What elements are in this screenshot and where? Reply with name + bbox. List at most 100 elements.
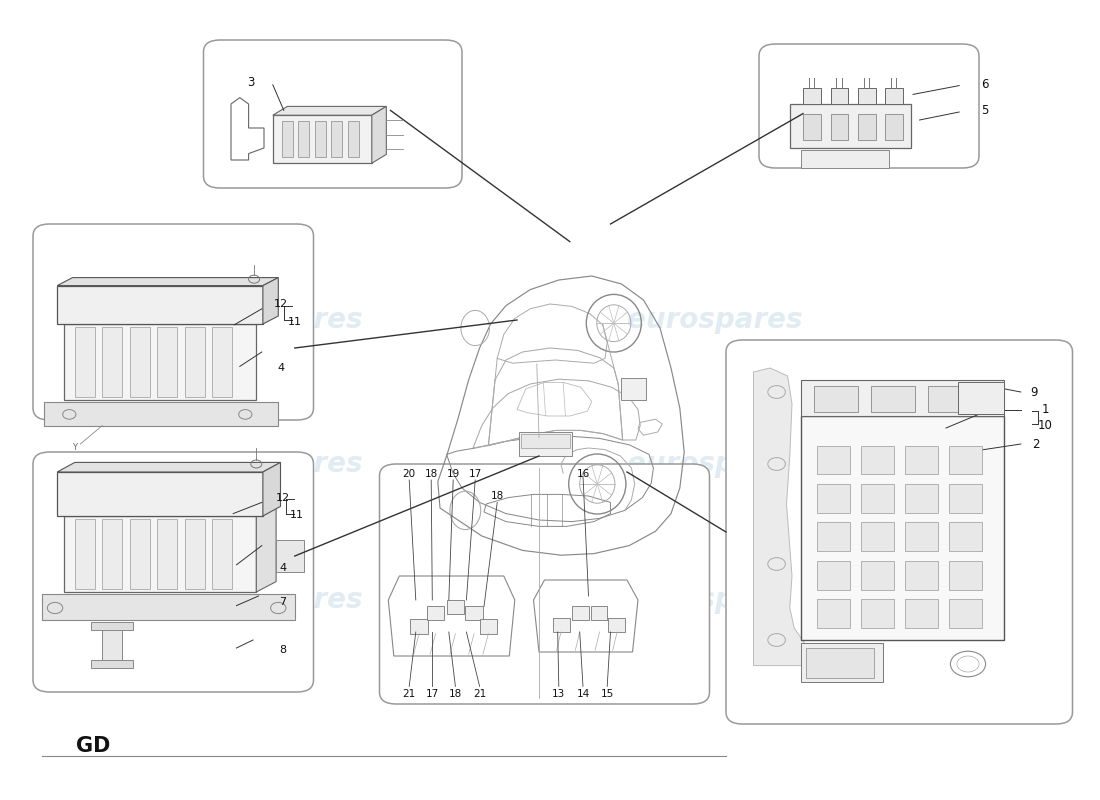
Polygon shape	[57, 278, 278, 286]
Bar	[185, 519, 205, 589]
Bar	[858, 114, 876, 140]
Bar	[102, 327, 122, 397]
Bar	[553, 618, 570, 632]
Bar	[91, 660, 133, 668]
Text: 17: 17	[469, 469, 482, 478]
Text: 3: 3	[248, 76, 254, 89]
Text: GD: GD	[76, 736, 111, 755]
Text: 10: 10	[1037, 419, 1053, 432]
Text: eurospares: eurospares	[187, 586, 363, 614]
Text: 2: 2	[1033, 438, 1039, 450]
Polygon shape	[256, 506, 276, 592]
Bar	[803, 114, 821, 140]
Text: 5: 5	[981, 104, 988, 117]
FancyBboxPatch shape	[759, 44, 979, 168]
Bar	[157, 327, 177, 397]
Bar	[447, 600, 464, 614]
Text: 9: 9	[1031, 386, 1037, 398]
Bar	[790, 104, 911, 148]
Bar	[803, 88, 821, 104]
Text: 16: 16	[576, 469, 590, 478]
Bar	[801, 643, 883, 682]
Bar	[75, 519, 95, 589]
Bar	[480, 619, 497, 634]
Bar	[64, 324, 256, 400]
Text: eurospares: eurospares	[187, 450, 363, 478]
Bar	[801, 150, 889, 168]
Bar	[886, 88, 903, 104]
Bar	[949, 561, 982, 590]
Text: 8: 8	[279, 645, 286, 654]
Bar	[521, 434, 570, 448]
Text: 21: 21	[473, 689, 486, 698]
Text: 7: 7	[279, 597, 286, 606]
Bar	[276, 540, 304, 572]
Bar	[801, 416, 1004, 640]
Bar	[212, 519, 232, 589]
Text: 6: 6	[981, 78, 988, 90]
Bar	[905, 522, 938, 551]
Text: eurospares: eurospares	[627, 450, 803, 478]
Bar	[817, 522, 850, 551]
Text: 18: 18	[491, 491, 504, 501]
Bar	[817, 484, 850, 513]
Bar	[817, 599, 850, 628]
Text: 15: 15	[601, 689, 614, 698]
Bar	[949, 522, 982, 551]
Bar	[465, 606, 483, 620]
Bar	[608, 618, 625, 632]
Bar	[185, 327, 205, 397]
Bar	[282, 121, 293, 157]
Bar	[212, 327, 232, 397]
Bar	[817, 561, 850, 590]
Bar	[57, 286, 263, 324]
Bar	[57, 472, 263, 516]
Bar	[91, 622, 133, 630]
Bar	[905, 561, 938, 590]
Text: 13: 13	[552, 689, 565, 698]
Bar	[949, 446, 982, 474]
Polygon shape	[754, 368, 805, 666]
Text: 11: 11	[290, 510, 304, 520]
Bar	[130, 519, 150, 589]
FancyBboxPatch shape	[379, 464, 710, 704]
Bar	[861, 522, 894, 551]
Bar	[806, 648, 874, 678]
Bar	[871, 386, 915, 412]
Text: 4: 4	[277, 363, 284, 373]
Bar	[591, 606, 607, 620]
Bar	[861, 599, 894, 628]
Bar	[949, 484, 982, 513]
Bar	[348, 121, 359, 157]
Bar	[905, 599, 938, 628]
Text: 21: 21	[403, 689, 416, 698]
Text: Y: Y	[73, 443, 77, 453]
Bar	[273, 115, 372, 163]
Polygon shape	[57, 462, 280, 472]
Bar	[298, 121, 309, 157]
Text: 14: 14	[576, 689, 590, 698]
FancyBboxPatch shape	[33, 224, 314, 420]
Bar	[331, 121, 342, 157]
Bar	[958, 382, 1004, 414]
Polygon shape	[273, 106, 386, 115]
Bar	[157, 519, 177, 589]
Bar	[830, 114, 848, 140]
Bar	[44, 402, 278, 426]
FancyBboxPatch shape	[33, 452, 314, 692]
Bar	[410, 619, 428, 634]
Bar	[75, 327, 95, 397]
Bar	[861, 561, 894, 590]
Bar	[905, 446, 938, 474]
Bar	[42, 594, 295, 620]
Bar	[519, 432, 572, 456]
Text: 18: 18	[425, 469, 438, 478]
Bar	[64, 516, 256, 592]
Text: 17: 17	[426, 689, 439, 698]
Text: 4: 4	[279, 563, 286, 573]
Bar	[861, 484, 894, 513]
Bar	[886, 114, 903, 140]
Bar	[427, 606, 444, 620]
Bar	[315, 121, 326, 157]
Polygon shape	[372, 106, 386, 163]
